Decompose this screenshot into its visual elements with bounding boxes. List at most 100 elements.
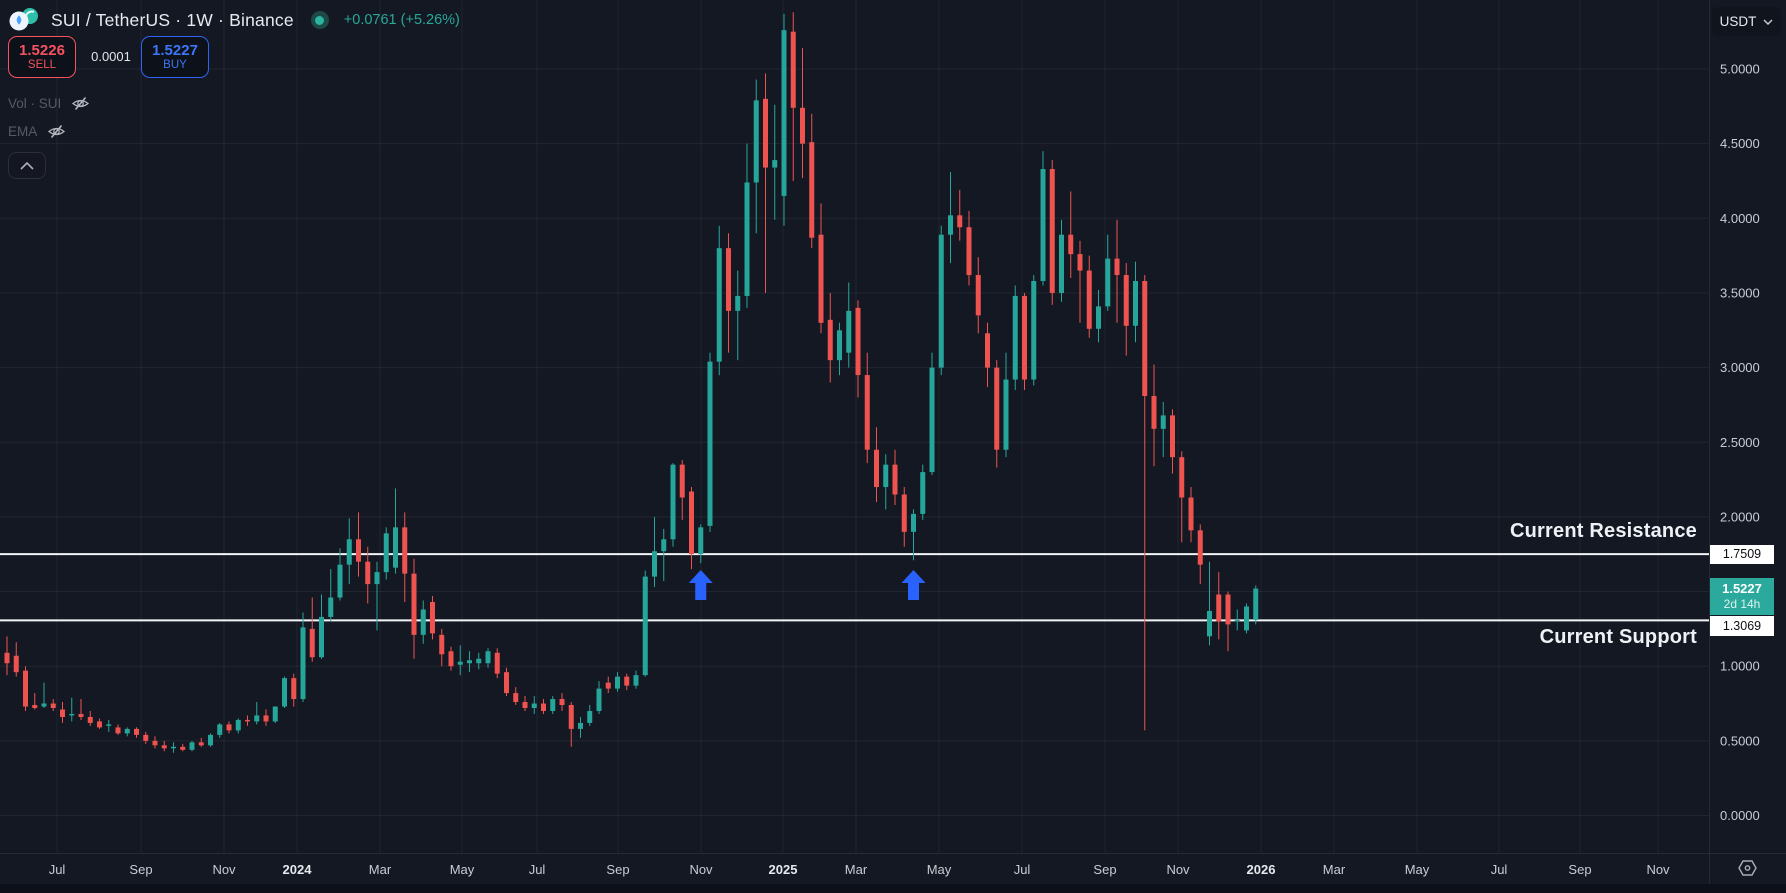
candle[interactable] — [328, 569, 334, 622]
candle[interactable] — [874, 427, 879, 502]
candle[interactable] — [1068, 191, 1074, 279]
candle[interactable] — [790, 12, 796, 181]
candle[interactable] — [522, 696, 528, 711]
candle[interactable] — [60, 702, 65, 723]
candle[interactable] — [476, 652, 482, 670]
candle[interactable] — [948, 172, 953, 264]
candle[interactable] — [263, 709, 269, 726]
ema-hidden-eye-icon[interactable] — [47, 124, 66, 139]
candle[interactable] — [1133, 261, 1138, 343]
candle[interactable] — [975, 257, 981, 334]
candle[interactable] — [652, 516, 657, 588]
candle[interactable] — [633, 670, 639, 689]
candle[interactable] — [282, 676, 287, 709]
candle[interactable] — [124, 727, 130, 737]
candle[interactable] — [809, 113, 815, 249]
candle[interactable] — [346, 518, 352, 585]
candle[interactable] — [365, 546, 371, 604]
candle[interactable] — [1049, 160, 1055, 305]
buy-button[interactable]: 1.5227 BUY — [141, 36, 209, 78]
candle[interactable] — [966, 210, 972, 286]
axis-settings-icon[interactable] — [1737, 859, 1758, 882]
candle[interactable] — [735, 270, 741, 361]
candle[interactable] — [1160, 401, 1166, 458]
candle[interactable] — [1197, 524, 1203, 585]
resistance-annotation-label[interactable]: Current Resistance — [1510, 520, 1697, 542]
candle[interactable] — [420, 600, 426, 644]
candle[interactable] — [1114, 219, 1120, 323]
candle[interactable] — [901, 487, 907, 547]
candle[interactable] — [430, 596, 435, 640]
sell-button[interactable]: 1.5226 SELL — [8, 36, 76, 78]
candle[interactable] — [772, 104, 778, 220]
candle[interactable] — [744, 143, 750, 308]
candle[interactable] — [374, 561, 380, 631]
candle[interactable] — [402, 512, 408, 603]
candle[interactable] — [467, 651, 472, 673]
candle[interactable] — [698, 524, 704, 564]
candle[interactable] — [1031, 275, 1037, 386]
candle[interactable] — [245, 715, 250, 726]
candle[interactable] — [938, 225, 944, 376]
candle[interactable] — [13, 642, 19, 677]
candle[interactable] — [393, 488, 398, 574]
candle[interactable] — [1151, 364, 1157, 467]
candle[interactable] — [837, 322, 842, 376]
candle[interactable] — [624, 673, 630, 691]
candle[interactable] — [356, 512, 361, 577]
candle[interactable] — [1253, 585, 1259, 625]
candle[interactable] — [50, 699, 56, 711]
candle[interactable] — [69, 697, 75, 722]
candle[interactable] — [448, 646, 454, 671]
ema-indicator-label[interactable]: EMA — [8, 124, 38, 139]
candle[interactable] — [1003, 352, 1009, 458]
candle[interactable] — [531, 696, 537, 714]
candle[interactable] — [152, 736, 158, 749]
candle[interactable] — [309, 597, 315, 662]
candle[interactable] — [134, 727, 139, 738]
candle[interactable] — [911, 509, 916, 561]
candle[interactable] — [161, 740, 167, 752]
support-annotation-label[interactable]: Current Support — [1539, 626, 1697, 648]
candle[interactable] — [23, 666, 28, 711]
candle[interactable] — [864, 352, 870, 464]
candle[interactable] — [827, 292, 833, 383]
candle[interactable] — [957, 189, 963, 241]
up-arrow-icon[interactable] — [901, 570, 926, 600]
candle[interactable] — [254, 702, 260, 725]
candle[interactable] — [300, 612, 306, 703]
candle[interactable] — [1105, 234, 1111, 311]
candle[interactable] — [763, 73, 768, 293]
candle[interactable] — [615, 672, 620, 692]
candle[interactable] — [1170, 409, 1175, 474]
candle[interactable] — [800, 48, 805, 178]
candle[interactable] — [716, 225, 722, 376]
candle[interactable] — [568, 702, 574, 747]
candle[interactable] — [291, 673, 297, 707]
candle[interactable] — [189, 740, 195, 752]
candle[interactable] — [578, 716, 583, 738]
candle[interactable] — [1234, 609, 1240, 631]
candle[interactable] — [4, 636, 10, 676]
candle[interactable] — [994, 360, 1000, 468]
candle[interactable] — [985, 322, 990, 388]
candle[interactable] — [180, 743, 186, 752]
candle[interactable] — [1022, 292, 1027, 390]
candles-layer[interactable] — [4, 12, 1259, 753]
candle[interactable] — [1216, 572, 1222, 640]
candle[interactable] — [319, 594, 324, 659]
candle[interactable] — [411, 558, 417, 659]
candle[interactable] — [504, 667, 509, 697]
candle[interactable] — [1040, 151, 1046, 286]
candle[interactable] — [87, 710, 93, 726]
candle[interactable] — [846, 282, 852, 368]
candle[interactable] — [32, 693, 38, 710]
candle[interactable] — [1207, 561, 1212, 646]
candle[interactable] — [439, 628, 445, 667]
candle[interactable] — [1179, 451, 1185, 543]
market-status-icon[interactable] — [310, 11, 329, 29]
candle[interactable] — [1123, 263, 1129, 356]
volume-indicator-label[interactable]: Vol · SUI — [8, 96, 62, 111]
candle[interactable] — [1225, 591, 1231, 652]
candle[interactable] — [41, 682, 47, 709]
